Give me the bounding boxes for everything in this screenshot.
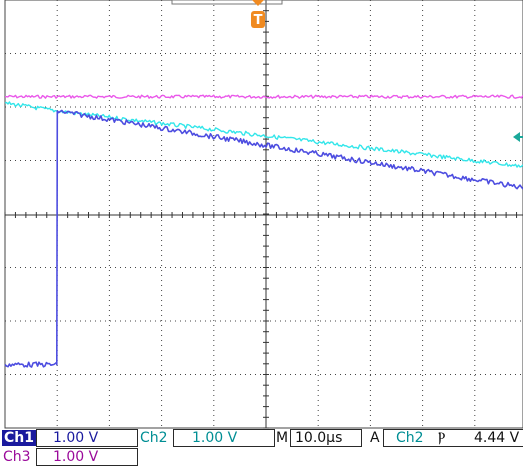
trace-ch2 xyxy=(4,101,523,168)
ch2-label[interactable]: Ch2 xyxy=(140,430,168,446)
trigger-level: 4.44 V xyxy=(474,430,520,446)
ch3-scale-box[interactable]: 1.00 V xyxy=(36,448,138,466)
ch1-scale: 1.00 V xyxy=(53,430,99,446)
trace-ch1 xyxy=(4,109,523,368)
trigger-mode: A xyxy=(370,430,380,446)
timebase-box[interactable]: 10.0µs xyxy=(290,429,362,447)
trigger-slope-icon: Ⲣ xyxy=(438,430,446,446)
ch3-label[interactable]: Ch3 xyxy=(3,449,31,465)
display-markers: T xyxy=(171,0,523,142)
ch2-scale: 1.00 V xyxy=(192,430,238,446)
ch1-scale-box[interactable]: 1.00 V xyxy=(36,429,138,447)
ch2-scale-box[interactable]: 1.00 V xyxy=(173,429,275,447)
ch1-label[interactable]: Ch1 xyxy=(2,430,36,446)
waveform-record-bar xyxy=(171,0,283,5)
ch1-readout: Ch1 xyxy=(2,430,36,446)
ch3-scale: 1.00 V xyxy=(53,449,99,465)
trigger-box[interactable]: Ch2 Ⲣ 4.44 V xyxy=(383,429,523,447)
trace-ch3 xyxy=(5,94,523,99)
waveform-traces xyxy=(4,94,523,368)
trigger-glyph: T xyxy=(254,13,263,28)
trigger-position-icon[interactable]: T xyxy=(251,11,265,28)
trigger-position-pointer-icon xyxy=(252,0,264,6)
graticule xyxy=(4,0,523,429)
timebase-label: M xyxy=(276,430,289,446)
trigger-source: Ch2 xyxy=(396,430,424,446)
timebase-value: 10.0µs xyxy=(295,430,343,446)
